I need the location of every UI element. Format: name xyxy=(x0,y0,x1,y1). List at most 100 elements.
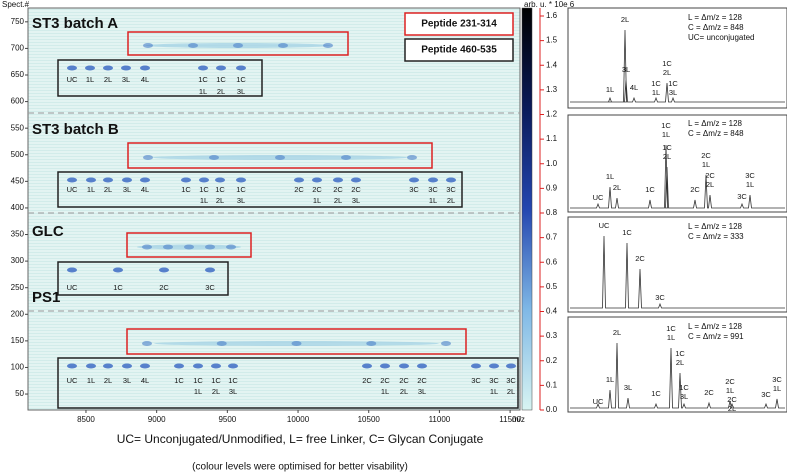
peak-label: 2L xyxy=(447,196,455,205)
peak-label: 1C xyxy=(193,376,203,385)
x-tick-label: 9000 xyxy=(148,415,166,424)
peak-label: 3L xyxy=(123,376,131,385)
peak-label: 2C xyxy=(705,171,715,180)
peak-label: 2L xyxy=(621,15,629,24)
signal-spot xyxy=(140,363,150,369)
peak-label: 1C xyxy=(645,185,655,194)
peak-label: 1L xyxy=(194,387,202,396)
signal-spot xyxy=(142,341,152,346)
peak-label: 1C xyxy=(668,79,678,88)
peak-label: 2L xyxy=(217,87,225,96)
signal-spot xyxy=(188,43,198,48)
peak-label: UC xyxy=(67,185,78,194)
peak-label: 2L xyxy=(663,152,671,161)
panel-title: ST3 batch A xyxy=(32,15,118,32)
signal-spot xyxy=(209,155,219,160)
footer-note: UC= Unconjugated/Unmodified, L= free Lin… xyxy=(117,432,484,446)
spectrum-legend: C = Δm/z = 848 xyxy=(688,23,744,32)
peak-label: 1C xyxy=(181,185,191,194)
signal-spot xyxy=(366,341,377,346)
peak-label: 3C xyxy=(737,192,747,201)
peak-label: 3L xyxy=(122,75,130,84)
colorbar-tick-label: 0.1 xyxy=(546,380,558,389)
signal-spot xyxy=(86,363,96,369)
signal-spot xyxy=(407,155,417,160)
peak-label: 2L xyxy=(728,404,736,413)
signal-spot xyxy=(205,267,215,273)
peak-label: 3L xyxy=(669,88,677,97)
spectrum-trace xyxy=(570,144,785,209)
y-tick-label: 450 xyxy=(11,176,25,185)
panel-title: ST3 batch B xyxy=(32,121,119,138)
colorbar-tick-label: 1.3 xyxy=(546,85,558,94)
colorbar-tick-label: 0.4 xyxy=(546,307,558,316)
peak-label: 2L xyxy=(104,75,112,84)
colorbar-tick-label: 1.2 xyxy=(546,110,558,119)
peak-label: 1L xyxy=(313,196,321,205)
colorbar-tick-label: 0.6 xyxy=(546,257,558,266)
peak-label: 1L xyxy=(746,180,754,189)
signal-spot xyxy=(215,177,225,183)
colorbar-tick-label: 0.2 xyxy=(546,356,558,365)
y-axis-label: Spect.# xyxy=(2,0,30,9)
peak-label: 2C xyxy=(380,376,390,385)
spectrum-legend: C = Δm/z = 848 xyxy=(688,129,744,138)
peak-label: 1L xyxy=(606,375,614,384)
peak-label: 1C xyxy=(622,228,632,237)
peak-label: 1L xyxy=(429,196,437,205)
peak-label: 1C xyxy=(199,185,209,194)
peak-label: 1C xyxy=(662,143,672,152)
peak-label: 2L xyxy=(706,180,714,189)
peak-label: 2L xyxy=(212,387,220,396)
signal-spot xyxy=(143,155,153,160)
signal-spot xyxy=(417,363,427,369)
signal-spot xyxy=(103,363,113,369)
peptide-box-red xyxy=(127,142,433,169)
peak-label: 4L xyxy=(141,376,149,385)
peak-label: 1C xyxy=(651,79,661,88)
peak-label: 1C xyxy=(211,376,221,385)
peak-label: 2C xyxy=(635,254,645,263)
spectrum-legend: UC= unconjugated xyxy=(688,33,755,42)
signal-spot xyxy=(446,177,456,183)
footer-caption: (colour levels were optimised for better… xyxy=(192,462,408,473)
peak-label: 2C xyxy=(690,185,700,194)
signal-spot xyxy=(441,341,451,346)
peptide-box-black xyxy=(57,59,263,97)
peak-label: 1L xyxy=(606,85,614,94)
peak-label: 3C xyxy=(489,376,499,385)
signal-spot xyxy=(86,177,96,183)
y-tick-label: 750 xyxy=(11,17,25,26)
signal-spot xyxy=(278,43,288,48)
signal-spot xyxy=(174,363,184,369)
y-tick-label: 200 xyxy=(11,309,25,318)
signal-spot xyxy=(341,155,351,160)
panel-title: GLC xyxy=(32,223,64,240)
peptide-box-red xyxy=(126,328,467,355)
peak-label: 3L xyxy=(237,196,245,205)
peak-label: 3L xyxy=(622,65,630,74)
peak-label: 2L xyxy=(507,387,515,396)
y-tick-label: 400 xyxy=(11,203,25,212)
peak-label: 1L xyxy=(87,376,95,385)
peak-label: 2L xyxy=(334,196,342,205)
y-tick-label: 650 xyxy=(11,70,25,79)
spectrum-legend: L = Δm/z = 128 xyxy=(688,222,743,231)
peak-label: 1L xyxy=(702,160,710,169)
y-tick-label: 50 xyxy=(15,389,24,398)
peak-label: 2L xyxy=(400,387,408,396)
spectrum-panel xyxy=(567,114,787,213)
peak-label: 1C xyxy=(675,349,685,358)
peak-label: 1C xyxy=(216,75,226,84)
peak-label: 1C xyxy=(236,75,246,84)
signal-spot xyxy=(351,177,361,183)
peak-label: 1L xyxy=(667,333,675,342)
spectrum-panel xyxy=(567,7,787,109)
peak-label: 1L xyxy=(773,384,781,393)
peak-label: 2C xyxy=(351,185,361,194)
colorbar-tick-label: 0.5 xyxy=(546,282,558,291)
signal-spot xyxy=(113,267,123,273)
peak-label: 2C xyxy=(725,377,735,386)
peak-label: 4L xyxy=(141,75,149,84)
signal-spot xyxy=(143,43,153,48)
